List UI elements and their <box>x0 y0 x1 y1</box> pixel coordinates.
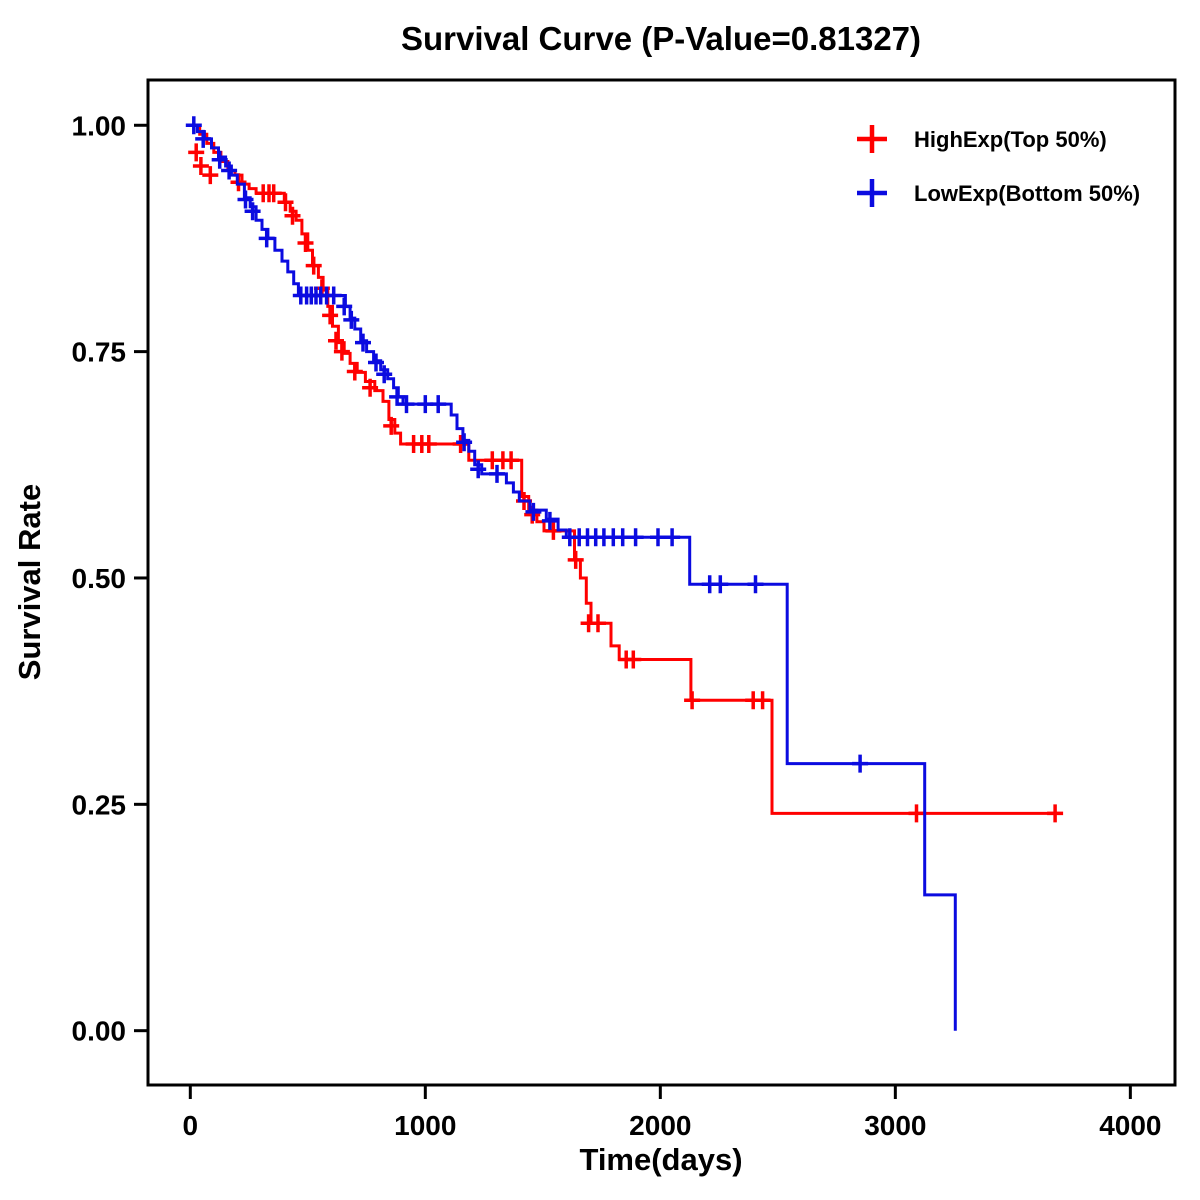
lowexp-censor-marks <box>185 116 869 773</box>
highexp-censor-mark <box>362 378 379 397</box>
highexp-censor-mark <box>322 306 339 325</box>
highexp-censor-mark <box>567 550 584 569</box>
highexp-censor-mark <box>684 691 701 710</box>
highexp-censor-mark <box>297 234 314 252</box>
x-tick-label: 0 <box>183 1110 199 1141</box>
highexp-censor-mark <box>188 143 205 162</box>
legend: HighExp(Top 50%) LowExp(Bottom 50%) <box>914 127 1140 206</box>
lowexp-censor-mark <box>336 297 353 316</box>
lowexp-censor-mark <box>747 575 764 594</box>
lowexp-censor-mark <box>650 528 666 547</box>
highexp-censor-mark <box>503 451 520 470</box>
highexp-censor-mark <box>452 435 469 453</box>
highexp-censor-mark <box>277 193 294 212</box>
highexp-censor-mark <box>908 804 925 823</box>
lowexp-censor-mark <box>343 310 360 329</box>
highexp-censor-mark <box>346 362 363 381</box>
highexp-censor-marks <box>188 143 1064 823</box>
lowexp-censor-mark <box>389 387 406 406</box>
highexp-censor-mark <box>265 184 282 203</box>
highexp-censor-mark <box>333 342 350 361</box>
lowexp-censor-mark <box>525 502 542 521</box>
lowexp-censor-mark <box>376 365 393 384</box>
highexp-censor-mark <box>625 650 642 669</box>
lowexp-censor-mark <box>470 460 487 479</box>
y-axis-label: Survival Rate <box>12 484 47 680</box>
highexp-survival-curve <box>190 123 1060 815</box>
lowexp-censor-mark <box>664 528 681 547</box>
x-tick-label: 1000 <box>394 1110 456 1141</box>
lowexp-censor-mark <box>430 395 447 414</box>
legend-label-lowexp: LowExp(Bottom 50%) <box>914 181 1140 206</box>
lowexp-censor-mark <box>355 333 371 352</box>
highexp-censor-mark <box>328 331 344 350</box>
lowexp-censor-mark <box>627 528 644 547</box>
lowexp-survival-curve <box>190 123 957 1031</box>
highexp-censor-mark <box>1047 804 1064 823</box>
highexp-censor-mark <box>202 166 219 185</box>
x-axis-label: Time(days) <box>579 1142 742 1177</box>
lowexp-censor-mark <box>456 433 473 452</box>
lowexp-legend-marker-icon <box>857 179 887 207</box>
chart-generated-layer: 0 1000 2000 3000 4000 0.00 0.25 0.50 0.75 1.00 <box>72 78 1177 1141</box>
lowexp-censor-mark <box>712 575 729 594</box>
highexp-censor-mark <box>192 157 209 175</box>
highexp-censor-mark <box>284 206 301 225</box>
lowexp-censor-mark <box>195 129 212 148</box>
highexp-legend-marker-icon <box>857 125 887 153</box>
highexp-censor-mark <box>420 435 437 453</box>
chart-title: Survival Curve (P-Value=0.81327) <box>401 20 921 57</box>
highexp-censor-mark <box>590 614 606 633</box>
highexp-censor-mark <box>383 416 400 435</box>
lowexp-censor-mark <box>237 190 254 209</box>
lowexp-censor-mark <box>541 511 558 530</box>
y-tick-label: 0.50 <box>72 563 127 594</box>
highexp-censor-mark <box>754 691 771 710</box>
y-tick-label: 0.00 <box>72 1016 127 1047</box>
lowexp-censor-mark <box>221 161 238 180</box>
x-tick-label: 3000 <box>864 1110 926 1141</box>
lowexp-censor-mark <box>244 202 261 221</box>
lowexp-censor-mark <box>489 464 505 483</box>
lowexp-censor-mark <box>258 229 275 248</box>
y-tick-label: 1.00 <box>72 110 127 141</box>
lowexp-censor-mark <box>852 754 869 773</box>
y-tick-label: 0.25 <box>72 789 127 820</box>
lowexp-censor-mark <box>368 353 384 372</box>
y-tick-label: 0.75 <box>72 337 127 368</box>
lowexp-censor-mark <box>398 395 415 414</box>
lowexp-censor-mark <box>325 286 342 305</box>
x-tick-label: 2000 <box>629 1110 691 1141</box>
x-tick-label: 4000 <box>1099 1110 1161 1141</box>
lowexp-censor-mark <box>185 116 202 135</box>
legend-label-highexp: HighExp(Top 50%) <box>914 127 1107 152</box>
lowexp-censor-mark <box>211 150 228 169</box>
highexp-censor-mark <box>305 256 322 275</box>
